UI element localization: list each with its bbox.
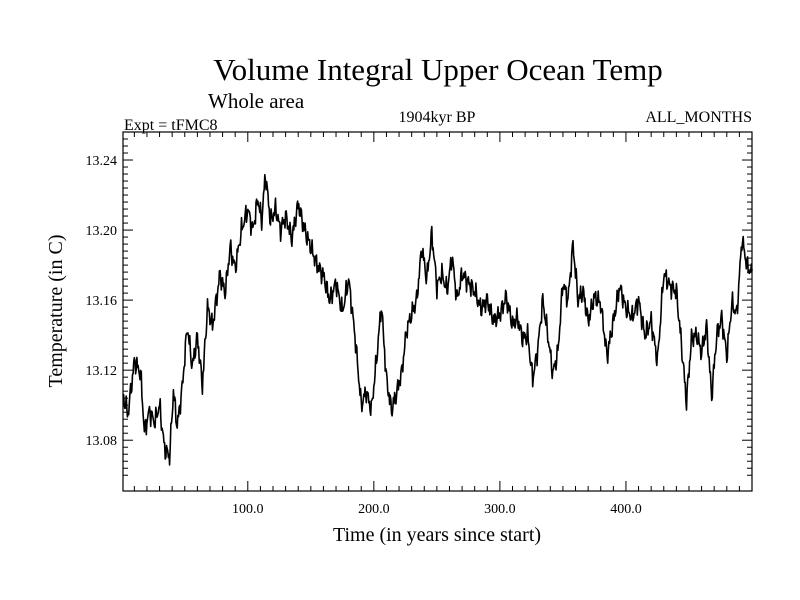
temperature-series-line	[122, 173, 753, 466]
experiment-label: Expt = tFMC8	[124, 117, 217, 134]
months-label: ALL_MONTHS	[645, 109, 752, 126]
x-tick-label: 100.0	[232, 502, 264, 517]
y-axis-label: Temperature (in C)	[45, 235, 67, 388]
y-tick-label: 13.16	[86, 294, 118, 309]
y-tick-label: 13.24	[86, 154, 118, 169]
x-tick-label: 200.0	[358, 502, 390, 517]
x-tick-label: 300.0	[484, 502, 516, 517]
x-axis-label: Time (in years since start)	[333, 524, 541, 546]
y-tick-label: 13.12	[86, 364, 118, 379]
y-tick-label: 13.20	[86, 224, 118, 239]
period-label: 1904kyr BP	[399, 109, 476, 126]
plot-frame	[122, 131, 753, 492]
x-axis-ticks: 100.0 200.0 300.0 400.0	[133, 132, 740, 517]
chart-title: Volume Integral Upper Ocean Temp	[213, 52, 663, 87]
chart-subtitle: Whole area	[208, 89, 305, 113]
x-tick-label: 400.0	[610, 502, 642, 517]
y-tick-label: 13.08	[86, 434, 118, 449]
y-axis-ticks: 13.08 13.12 13.16 13.20 13.24	[86, 131, 752, 476]
